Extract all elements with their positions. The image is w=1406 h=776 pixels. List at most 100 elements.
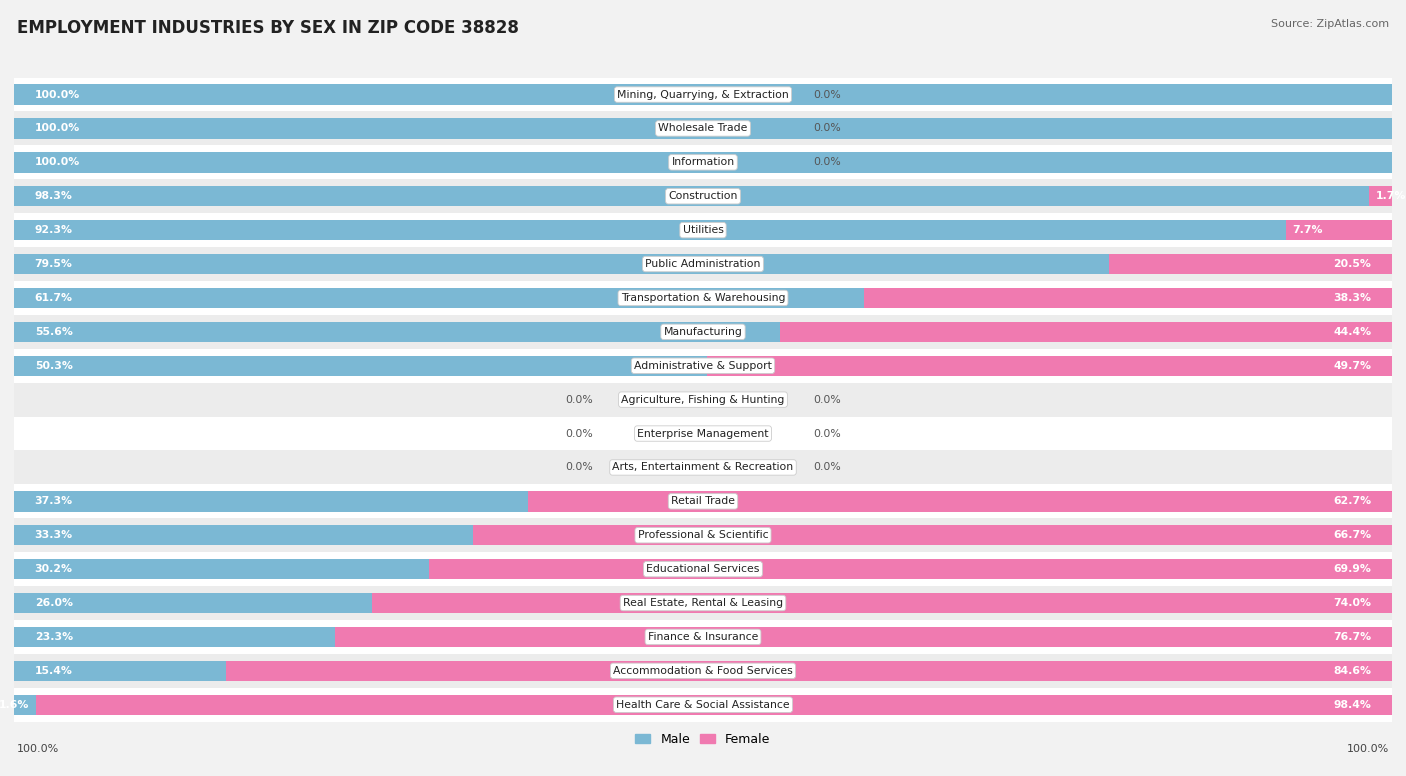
- Text: 1.6%: 1.6%: [0, 700, 30, 710]
- Bar: [14, 620, 1392, 654]
- Text: 0.0%: 0.0%: [813, 395, 841, 404]
- Text: Information: Information: [672, 158, 734, 168]
- Text: 23.3%: 23.3%: [35, 632, 73, 642]
- Text: 0.0%: 0.0%: [565, 395, 593, 404]
- Text: 37.3%: 37.3%: [35, 497, 73, 506]
- Bar: [14, 654, 1392, 688]
- Bar: [780, 322, 1392, 342]
- Bar: [14, 695, 37, 715]
- Bar: [14, 186, 1368, 206]
- Bar: [14, 688, 1392, 722]
- Text: 100.0%: 100.0%: [35, 158, 80, 168]
- Bar: [14, 220, 1286, 241]
- Text: Health Care & Social Assistance: Health Care & Social Assistance: [616, 700, 790, 710]
- Text: Educational Services: Educational Services: [647, 564, 759, 574]
- Text: 0.0%: 0.0%: [813, 158, 841, 168]
- Bar: [14, 281, 1392, 315]
- Bar: [707, 355, 1392, 376]
- Bar: [14, 179, 1392, 213]
- Bar: [14, 315, 1392, 348]
- Text: 33.3%: 33.3%: [35, 530, 73, 540]
- Text: 30.2%: 30.2%: [35, 564, 73, 574]
- Bar: [14, 627, 335, 647]
- Bar: [14, 213, 1392, 247]
- Text: 100.0%: 100.0%: [17, 744, 59, 754]
- Text: 98.3%: 98.3%: [35, 191, 73, 201]
- Bar: [865, 288, 1392, 308]
- Text: 84.6%: 84.6%: [1333, 666, 1371, 676]
- Text: 0.0%: 0.0%: [565, 428, 593, 438]
- Legend: Male, Female: Male, Female: [630, 728, 776, 751]
- Text: 92.3%: 92.3%: [35, 225, 73, 235]
- Text: 66.7%: 66.7%: [1333, 530, 1371, 540]
- Bar: [429, 559, 1392, 580]
- Bar: [1286, 220, 1392, 241]
- Bar: [37, 695, 1392, 715]
- Text: 0.0%: 0.0%: [813, 428, 841, 438]
- Bar: [14, 112, 1392, 145]
- Bar: [14, 85, 1392, 105]
- Text: 100.0%: 100.0%: [35, 123, 80, 133]
- Bar: [14, 593, 373, 613]
- Text: 38.3%: 38.3%: [1333, 293, 1371, 303]
- Text: Agriculture, Fishing & Hunting: Agriculture, Fishing & Hunting: [621, 395, 785, 404]
- Bar: [14, 145, 1392, 179]
- Text: 98.4%: 98.4%: [1333, 700, 1371, 710]
- Bar: [335, 627, 1392, 647]
- Bar: [14, 247, 1392, 281]
- Bar: [14, 586, 1392, 620]
- Text: 1.7%: 1.7%: [1375, 191, 1406, 201]
- Bar: [1368, 186, 1392, 206]
- Text: 0.0%: 0.0%: [565, 462, 593, 473]
- Bar: [14, 118, 1392, 139]
- Text: Source: ZipAtlas.com: Source: ZipAtlas.com: [1271, 19, 1389, 29]
- Bar: [14, 355, 707, 376]
- Text: 0.0%: 0.0%: [813, 123, 841, 133]
- Text: 7.7%: 7.7%: [1292, 225, 1323, 235]
- Text: 20.5%: 20.5%: [1333, 259, 1371, 269]
- Text: EMPLOYMENT INDUSTRIES BY SEX IN ZIP CODE 38828: EMPLOYMENT INDUSTRIES BY SEX IN ZIP CODE…: [17, 19, 519, 37]
- Bar: [373, 593, 1392, 613]
- Text: 26.0%: 26.0%: [35, 598, 73, 608]
- Text: Mining, Quarrying, & Extraction: Mining, Quarrying, & Extraction: [617, 89, 789, 99]
- Text: Wholesale Trade: Wholesale Trade: [658, 123, 748, 133]
- Bar: [529, 491, 1392, 511]
- Text: 100.0%: 100.0%: [1347, 744, 1389, 754]
- Text: Administrative & Support: Administrative & Support: [634, 361, 772, 371]
- Bar: [14, 78, 1392, 112]
- Text: Arts, Entertainment & Recreation: Arts, Entertainment & Recreation: [613, 462, 793, 473]
- Bar: [14, 152, 1392, 172]
- Bar: [226, 660, 1392, 681]
- Text: 0.0%: 0.0%: [813, 89, 841, 99]
- Text: 69.9%: 69.9%: [1333, 564, 1371, 574]
- Text: Construction: Construction: [668, 191, 738, 201]
- Bar: [472, 525, 1392, 546]
- Text: Real Estate, Rental & Leasing: Real Estate, Rental & Leasing: [623, 598, 783, 608]
- Text: Professional & Scientific: Professional & Scientific: [638, 530, 768, 540]
- Text: 50.3%: 50.3%: [35, 361, 73, 371]
- Text: 62.7%: 62.7%: [1333, 497, 1371, 506]
- Bar: [14, 254, 1109, 274]
- Bar: [14, 383, 1392, 417]
- Text: Finance & Insurance: Finance & Insurance: [648, 632, 758, 642]
- Bar: [14, 525, 472, 546]
- Bar: [14, 559, 430, 580]
- Text: Manufacturing: Manufacturing: [664, 327, 742, 337]
- Text: 0.0%: 0.0%: [813, 462, 841, 473]
- Text: 15.4%: 15.4%: [35, 666, 73, 676]
- Bar: [14, 660, 226, 681]
- Text: 100.0%: 100.0%: [35, 89, 80, 99]
- Text: 44.4%: 44.4%: [1333, 327, 1371, 337]
- Text: 79.5%: 79.5%: [35, 259, 73, 269]
- Text: 61.7%: 61.7%: [35, 293, 73, 303]
- Text: Public Administration: Public Administration: [645, 259, 761, 269]
- Text: 55.6%: 55.6%: [35, 327, 73, 337]
- Bar: [14, 322, 780, 342]
- Text: Utilities: Utilities: [682, 225, 724, 235]
- Bar: [14, 417, 1392, 451]
- Bar: [14, 491, 529, 511]
- Bar: [14, 553, 1392, 586]
- Text: Enterprise Management: Enterprise Management: [637, 428, 769, 438]
- Bar: [14, 288, 865, 308]
- Bar: [14, 348, 1392, 383]
